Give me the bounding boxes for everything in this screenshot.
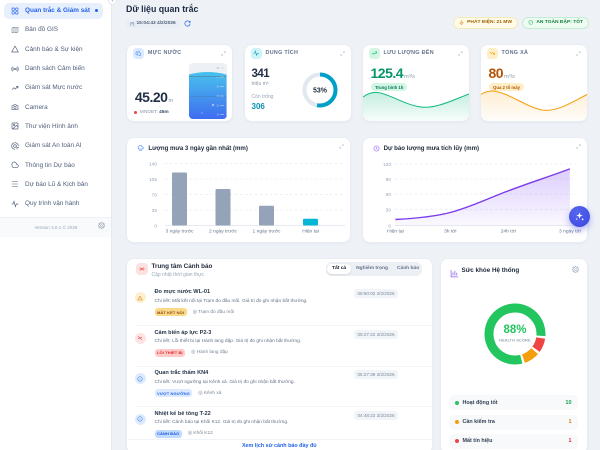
svg-text:Hiện tại: Hiện tại bbox=[387, 229, 404, 235]
svg-text:3 ngày trước: 3 ngày trước bbox=[166, 229, 195, 235]
svg-text:24h tới: 24h tới bbox=[501, 229, 516, 235]
svg-text:10: 10 bbox=[217, 114, 220, 116]
svg-text:3 ngày tới: 3 ngày tới bbox=[559, 229, 581, 235]
svg-text:40: 40 bbox=[217, 86, 220, 88]
svg-text:60: 60 bbox=[386, 192, 392, 198]
svg-text:3h tới: 3h tới bbox=[444, 229, 456, 235]
svg-text:30: 30 bbox=[217, 95, 220, 97]
svg-text:70: 70 bbox=[152, 192, 158, 198]
svg-text:20: 20 bbox=[217, 105, 220, 107]
svg-text:120: 120 bbox=[383, 162, 391, 168]
svg-text:53%: 53% bbox=[313, 88, 328, 95]
svg-text:0: 0 bbox=[388, 224, 391, 230]
svg-text:90: 90 bbox=[386, 177, 392, 183]
svg-text:50: 50 bbox=[217, 77, 220, 79]
svg-text:105: 105 bbox=[149, 177, 157, 183]
svg-text:60: 60 bbox=[217, 67, 220, 69]
svg-text:Hiện tại: Hiện tại bbox=[303, 229, 320, 235]
svg-text:2 ngày trước: 2 ngày trước bbox=[209, 229, 238, 235]
svg-text:88%: 88% bbox=[503, 324, 526, 336]
svg-text:140: 140 bbox=[149, 161, 157, 167]
svg-text:HEALTH SCORE: HEALTH SCORE bbox=[499, 339, 531, 343]
svg-text:35: 35 bbox=[152, 208, 158, 214]
svg-text:0: 0 bbox=[155, 223, 158, 229]
svg-text:30: 30 bbox=[386, 207, 392, 213]
svg-text:1 ngày trước: 1 ngày trước bbox=[253, 229, 282, 235]
